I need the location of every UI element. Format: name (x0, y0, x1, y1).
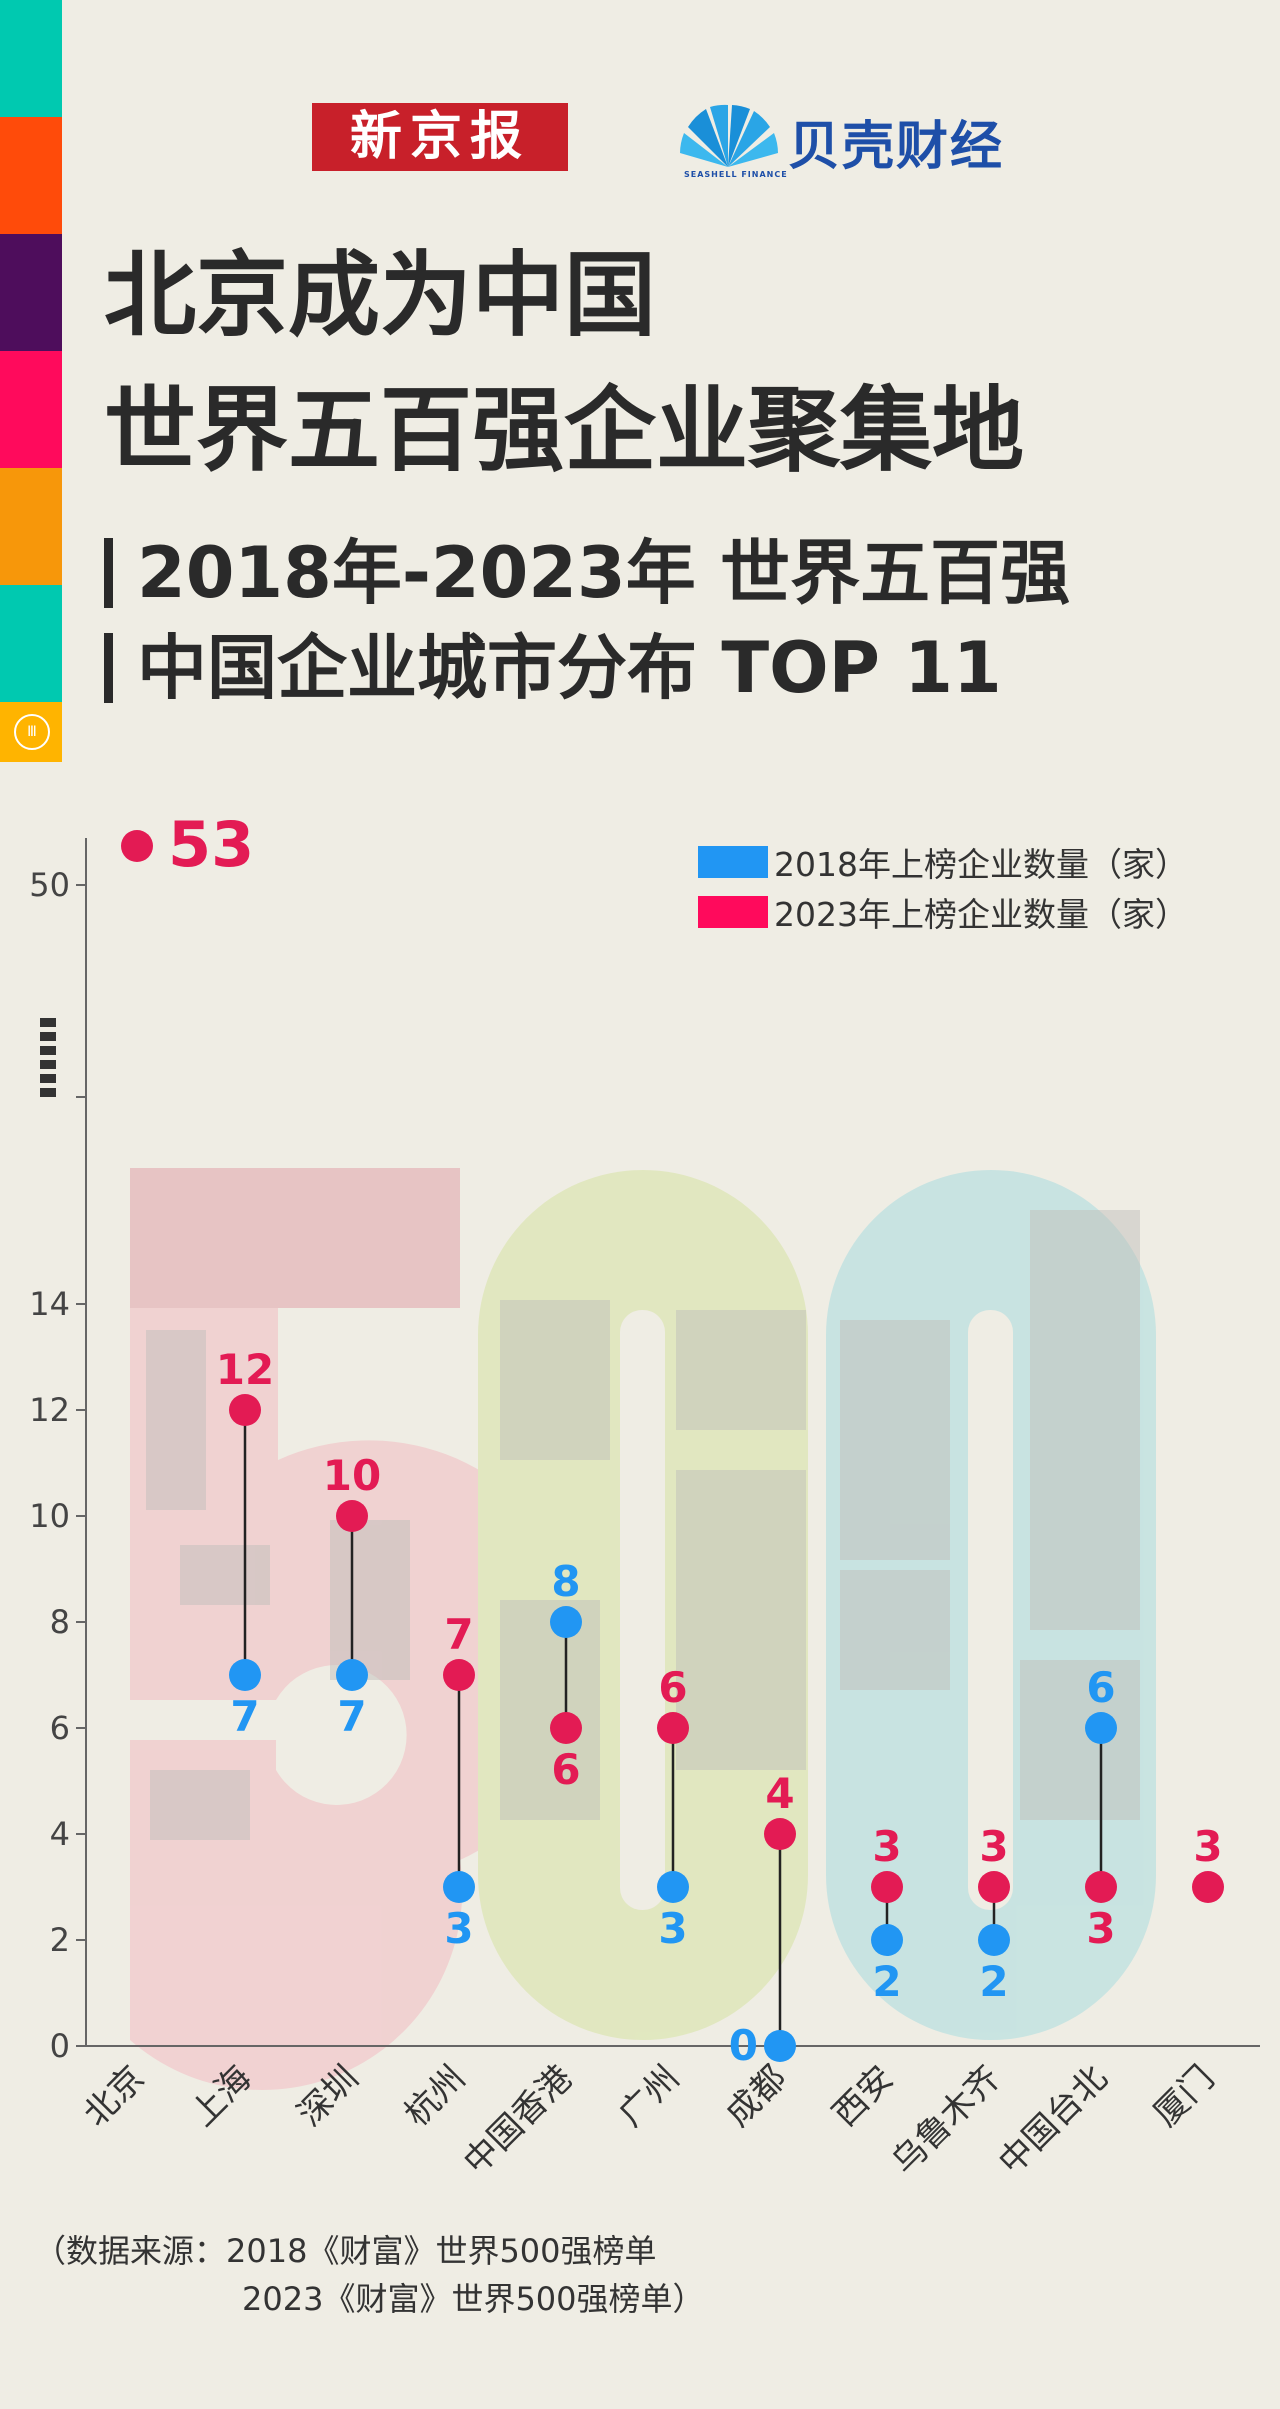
point-2023 (871, 1871, 903, 1903)
y-tick-label: 0 (50, 2027, 70, 2065)
data-label-2023: 3 (1086, 1904, 1115, 1953)
x-tick-label: 杭州 (397, 2058, 473, 2134)
point-2023 (764, 1818, 796, 1850)
color-stripe (0, 585, 62, 702)
x-tick-label: 乌鲁木齐 (884, 2058, 1008, 2182)
subtitle-line1: 2018年-2023年 世界五百强 (104, 538, 1070, 608)
y-tick-label: 14 (29, 1285, 70, 1323)
point-2023 (229, 1394, 261, 1426)
source-line1: （数据来源：2018《财富》世界500强榜单 (34, 2232, 657, 2270)
data-label-2018: 2 (872, 1957, 901, 2006)
point-2018 (871, 1924, 903, 1956)
point-2023 (121, 830, 153, 862)
color-stripe (0, 0, 62, 117)
point-2023 (550, 1712, 582, 1744)
color-stripe (0, 234, 62, 351)
y-tick-label: 12 (29, 1391, 70, 1429)
y-axis: 0 2 4 6 8 10 12 14 50 (29, 838, 1260, 2065)
legend-label-2023: 2023年上榜企业数量（家） (774, 895, 1188, 934)
axis-break-mark (40, 1060, 56, 1069)
beike-logo-text: 贝壳财经 (788, 117, 1005, 177)
color-stripe (0, 468, 62, 585)
seashell-icon (680, 104, 778, 167)
color-stripe (0, 351, 62, 468)
point-2023 (978, 1871, 1010, 1903)
point-2023 (336, 1500, 368, 1532)
data-label-2023: 12 (216, 1345, 274, 1394)
axis-break-mark (40, 1018, 56, 1027)
source-line2: 2023《财富》世界500强榜单） (242, 2280, 705, 2318)
data-label-2018: 2 (979, 1957, 1008, 2006)
axis-break-mark (40, 1088, 56, 1097)
data-label-2023: 6 (551, 1745, 580, 1794)
color-stripe (0, 117, 62, 234)
legend-item-2018: 2018年上榜企业数量（家） (698, 838, 1188, 886)
point-2018 (336, 1659, 368, 1691)
x-tick-label: 厦门 (1146, 2058, 1222, 2134)
data-label-2018: 7 (337, 1692, 366, 1741)
axis-break-mark (40, 1074, 56, 1083)
subtitle-line2: 中国企业城市分布 TOP 11 (104, 633, 1002, 703)
y-tick-label: 50 (29, 866, 70, 904)
chart-marks: 53 12 7 10 7 7 3 6 8 6 3 4 0 3 2 3 2 3 6 3 (121, 808, 1224, 2070)
legend-swatch-2023 (698, 896, 768, 928)
data-label-2023: 3 (872, 1822, 901, 1871)
point-2018 (443, 1871, 475, 1903)
legend-swatch-2018 (698, 846, 768, 878)
data-label-2023: 6 (658, 1663, 687, 1712)
menu-badge-icon: Ⅲ (14, 714, 50, 750)
x-tick-label: 中国台北 (991, 2058, 1115, 2182)
point-2018 (657, 1871, 689, 1903)
point-2018 (764, 2030, 796, 2062)
y-tick-label: 6 (50, 1709, 70, 1747)
data-label-2018: 3 (658, 1904, 687, 1953)
point-2023 (1192, 1871, 1224, 1903)
data-label-2018: 8 (551, 1557, 580, 1606)
data-label-2023: 10 (323, 1451, 381, 1500)
y-tick-label: 2 (50, 1921, 70, 1959)
point-2018 (229, 1659, 261, 1691)
x-tick-label: 中国香港 (456, 2058, 580, 2182)
data-label-2023: 3 (1193, 1822, 1222, 1871)
x-tick-label: 西安 (825, 2058, 901, 2134)
page-title-line2: 世界五百强企业聚集地 (104, 377, 1025, 484)
page-title-line1: 北京成为中国 (104, 242, 657, 349)
y-tick-label: 8 (50, 1603, 70, 1641)
point-2018 (978, 1924, 1010, 1956)
y-tick-label: 4 (50, 1815, 70, 1853)
x-tick-label: 广州 (611, 2058, 687, 2134)
data-label-2018: 0 (729, 2021, 758, 2070)
data-label-2023: 7 (444, 1610, 473, 1659)
point-2018 (1085, 1712, 1117, 1744)
point-2018 (550, 1606, 582, 1638)
axis-break-mark (40, 1046, 56, 1055)
legend-label-2018: 2018年上榜企业数量（家） (774, 845, 1188, 884)
data-label-2018: 7 (230, 1692, 259, 1741)
point-2023 (657, 1712, 689, 1744)
xinjingbao-logo: 新京报 (312, 103, 568, 171)
data-label-2023: 53 (168, 808, 254, 881)
axis-break-mark (40, 1032, 56, 1041)
y-tick-label: 10 (29, 1497, 70, 1535)
x-tick-label: 北京 (76, 2058, 152, 2134)
point-2023 (1085, 1871, 1117, 1903)
data-label-2018: 6 (1086, 1663, 1115, 1712)
point-2023 (443, 1659, 475, 1691)
data-label-2018: 3 (444, 1904, 473, 1953)
legend-item-2023: 2023年上榜企业数量（家） (698, 888, 1188, 936)
beike-logo-subtext: SEASHELL FINANCE (684, 170, 788, 179)
data-label-2023: 3 (979, 1822, 1008, 1871)
data-label-2023: 4 (765, 1769, 794, 1818)
